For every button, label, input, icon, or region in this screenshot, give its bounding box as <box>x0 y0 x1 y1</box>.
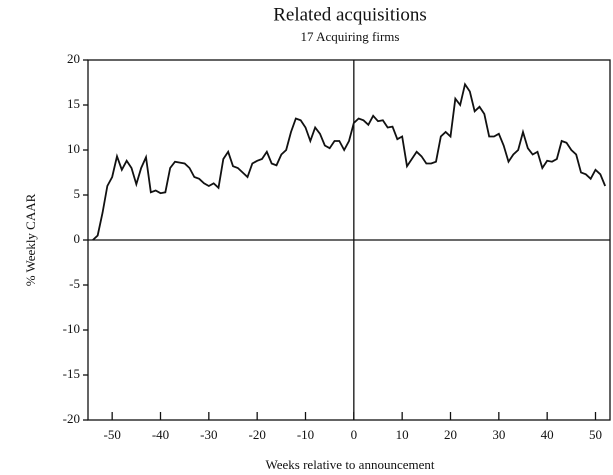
x-tick-label: -40 <box>152 427 169 442</box>
y-tick-label: 5 <box>74 186 81 201</box>
x-tick-label: -30 <box>200 427 217 442</box>
x-tick-label: 40 <box>541 427 554 442</box>
x-tick-label: -50 <box>103 427 120 442</box>
data-line <box>92 82 606 241</box>
x-axis-label: Weeks relative to announcement <box>266 457 435 472</box>
y-tick-label: 10 <box>67 141 80 156</box>
x-tick-label: 30 <box>492 427 505 442</box>
y-tick-label: -20 <box>63 411 80 426</box>
x-tick-label: -10 <box>297 427 314 442</box>
x-tick-label: 10 <box>396 427 409 442</box>
x-tick-label: 0 <box>351 427 358 442</box>
chart-subtitle: 17 Acquiring firms <box>301 29 400 44</box>
y-tick-label: 20 <box>67 51 80 66</box>
y-axis-label: % Weekly CAAR <box>23 193 38 286</box>
y-tick-label: -10 <box>63 321 80 336</box>
y-tick-label: -15 <box>63 366 80 381</box>
chart-title: Related acquisitions <box>273 4 427 25</box>
x-tick-label: 50 <box>589 427 602 442</box>
y-tick-label: 0 <box>74 231 81 246</box>
y-tick-label: -5 <box>69 276 80 291</box>
y-tick-label: 15 <box>67 96 80 111</box>
x-tick-label: -20 <box>248 427 265 442</box>
x-tick-label: 20 <box>444 427 457 442</box>
